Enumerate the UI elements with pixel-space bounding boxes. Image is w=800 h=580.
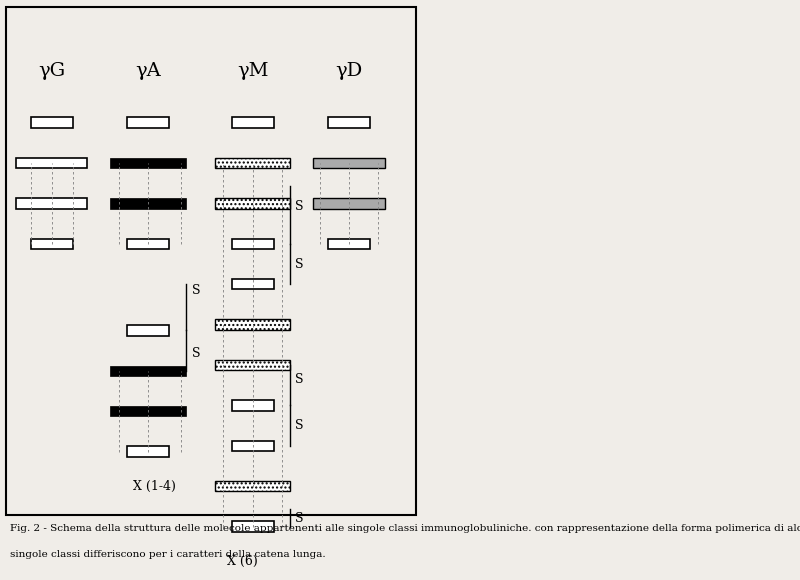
FancyBboxPatch shape — [232, 441, 274, 451]
FancyBboxPatch shape — [314, 158, 385, 168]
Text: Fig. 2 - Schema della struttura delle molecole appartenenti alle singole classi : Fig. 2 - Schema della struttura delle mo… — [10, 524, 800, 533]
FancyBboxPatch shape — [328, 238, 370, 249]
Text: γD: γD — [335, 61, 362, 79]
Text: S: S — [294, 258, 303, 270]
FancyBboxPatch shape — [16, 198, 87, 209]
Text: X (6): X (6) — [227, 555, 258, 568]
FancyBboxPatch shape — [215, 158, 290, 168]
FancyBboxPatch shape — [16, 158, 87, 168]
Text: S: S — [192, 284, 201, 296]
FancyBboxPatch shape — [215, 320, 290, 330]
FancyBboxPatch shape — [127, 117, 169, 128]
FancyBboxPatch shape — [110, 198, 186, 209]
Text: S: S — [294, 419, 303, 432]
FancyBboxPatch shape — [328, 117, 370, 128]
FancyBboxPatch shape — [127, 238, 169, 249]
FancyBboxPatch shape — [314, 198, 385, 209]
Text: X (1-4): X (1-4) — [133, 480, 176, 493]
FancyBboxPatch shape — [232, 521, 274, 532]
FancyBboxPatch shape — [215, 360, 290, 370]
FancyBboxPatch shape — [110, 158, 186, 168]
Text: S: S — [294, 512, 303, 524]
FancyBboxPatch shape — [215, 481, 290, 491]
Text: singole classi differiscono per i caratteri della catena lunga.: singole classi differiscono per i caratt… — [10, 550, 326, 559]
FancyBboxPatch shape — [215, 198, 290, 209]
Text: γG: γG — [38, 61, 66, 79]
FancyBboxPatch shape — [232, 400, 274, 411]
FancyBboxPatch shape — [30, 117, 73, 128]
Text: S: S — [192, 347, 201, 360]
Text: S: S — [294, 200, 303, 213]
FancyBboxPatch shape — [110, 365, 186, 376]
Text: γA: γA — [135, 61, 161, 79]
Text: S: S — [294, 373, 303, 386]
FancyBboxPatch shape — [232, 238, 274, 249]
Text: γM: γM — [237, 61, 269, 79]
FancyBboxPatch shape — [127, 447, 169, 457]
FancyBboxPatch shape — [232, 279, 274, 289]
FancyBboxPatch shape — [30, 238, 73, 249]
FancyBboxPatch shape — [232, 117, 274, 128]
FancyBboxPatch shape — [127, 325, 169, 336]
FancyBboxPatch shape — [110, 406, 186, 416]
